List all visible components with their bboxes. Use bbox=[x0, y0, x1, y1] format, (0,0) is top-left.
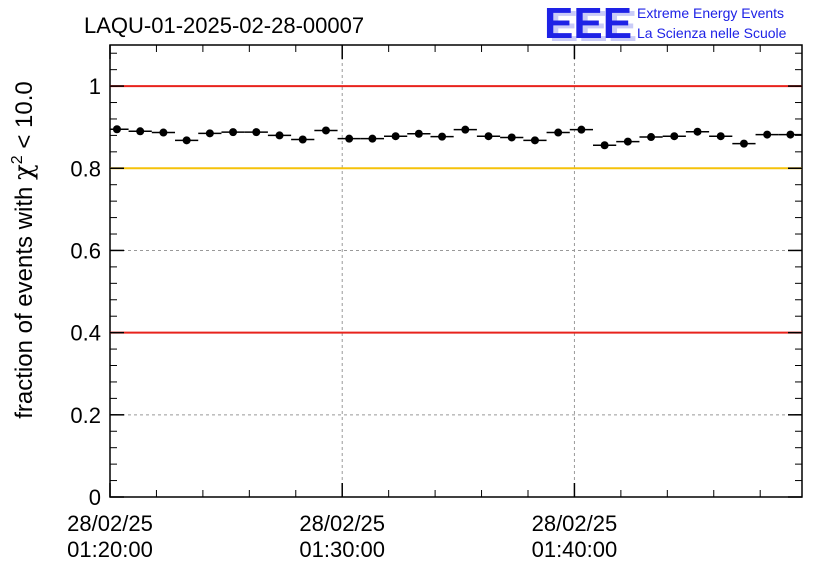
data-point bbox=[484, 132, 493, 141]
data-point bbox=[670, 132, 679, 141]
eee-logo-line1: Extreme Energy Events bbox=[637, 5, 784, 21]
x-tick-date-label: 28/02/25 bbox=[532, 511, 618, 536]
data-point bbox=[182, 136, 191, 145]
data-point bbox=[507, 133, 516, 142]
x-tick-date-label: 28/02/25 bbox=[299, 511, 385, 536]
y-axis-label-suffix: < 10.0 bbox=[11, 81, 38, 155]
data-point bbox=[623, 137, 632, 146]
y-tick-label: 0.6 bbox=[70, 238, 101, 263]
data-point bbox=[763, 130, 772, 139]
data-point bbox=[600, 141, 609, 150]
chart-title: LAQU-01-2025-02-28-00007 bbox=[84, 13, 364, 38]
data-point bbox=[414, 129, 423, 138]
y-tick-label: 0 bbox=[89, 485, 101, 510]
data-point bbox=[321, 126, 330, 135]
data-point bbox=[159, 128, 168, 137]
eee-logo-mark: EEE bbox=[544, 0, 632, 48]
data-point bbox=[461, 125, 470, 134]
plot-frame bbox=[109, 44, 803, 498]
data-point bbox=[438, 132, 447, 141]
y-tick-label: 1 bbox=[89, 74, 101, 99]
data-point bbox=[275, 131, 284, 140]
x-tick-date-label: 28/02/25 bbox=[67, 511, 153, 536]
reference-lines bbox=[110, 85, 802, 334]
data-point bbox=[739, 139, 748, 148]
eee-logo-shadow: EEE bbox=[549, 2, 637, 51]
data-point bbox=[136, 127, 145, 136]
x-tick-time-label: 01:40:00 bbox=[532, 537, 618, 562]
y-axis-label-prefix: fraction of events with bbox=[11, 180, 38, 419]
data-points bbox=[110, 125, 802, 150]
grid bbox=[110, 45, 802, 497]
eee-logo-line2: La Scienza nelle Scuole bbox=[637, 25, 787, 41]
y-tick-label: 0.2 bbox=[70, 403, 101, 428]
data-point bbox=[693, 127, 702, 136]
data-point bbox=[298, 135, 307, 144]
data-point bbox=[345, 134, 354, 143]
data-point bbox=[229, 128, 238, 137]
y-axis-label-symbol: χ bbox=[9, 164, 39, 180]
data-point bbox=[112, 125, 121, 134]
data-point bbox=[786, 130, 795, 139]
y-tick-label: 0.4 bbox=[70, 321, 101, 346]
eee-logo: EEE EEE Extreme Energy Events La Scienza… bbox=[544, 0, 787, 51]
y-tick-label: 0.8 bbox=[70, 156, 101, 181]
data-point bbox=[647, 133, 656, 142]
data-point bbox=[391, 132, 400, 141]
data-point bbox=[252, 128, 261, 137]
x-tick-time-label: 01:30:00 bbox=[299, 537, 385, 562]
data-point bbox=[716, 132, 725, 141]
data-point bbox=[368, 134, 377, 143]
y-axis-label-superscript: 2 bbox=[9, 155, 26, 164]
x-tick-time-label: 01:20:00 bbox=[67, 537, 153, 562]
data-point bbox=[205, 129, 214, 138]
data-point bbox=[577, 125, 586, 134]
data-point bbox=[554, 128, 563, 137]
y-axis-label: fraction of events with χ2 < 10.0 bbox=[9, 81, 39, 419]
axis-ticks: 00.20.40.60.8128/02/2501:20:0028/02/2501… bbox=[67, 45, 802, 562]
data-point bbox=[530, 136, 539, 145]
